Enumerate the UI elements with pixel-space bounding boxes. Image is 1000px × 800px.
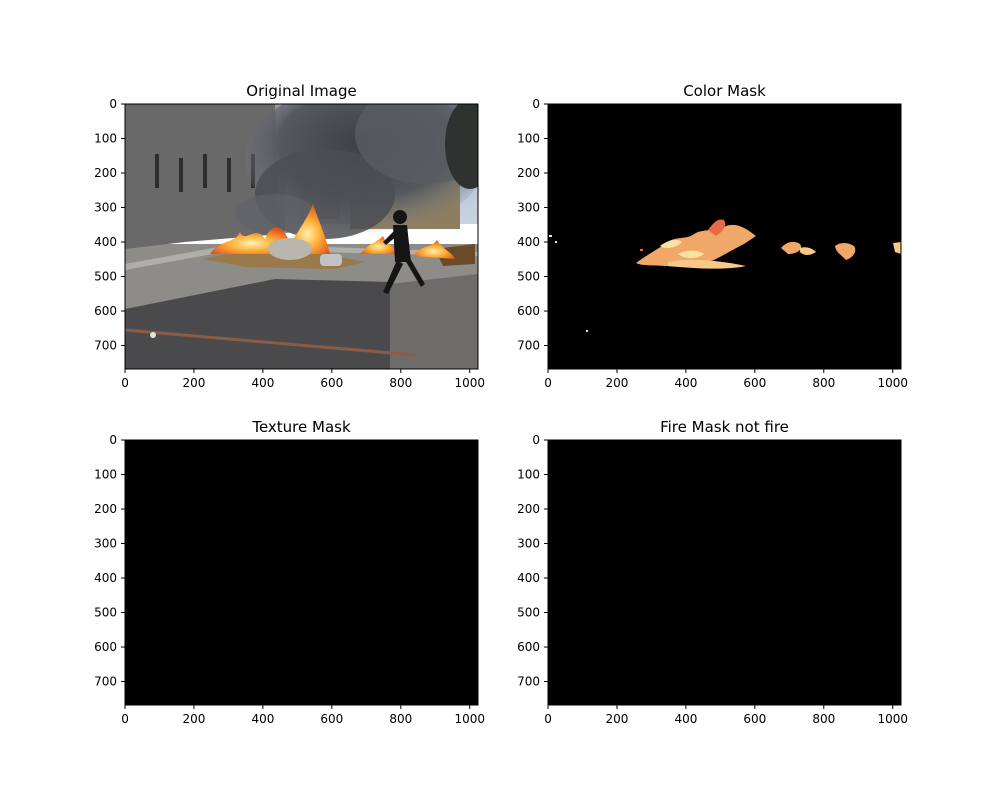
y-tick-label: 100: [517, 132, 540, 146]
x-tick-label: 800: [812, 376, 835, 390]
fire-color-blobs: [549, 219, 901, 332]
subplot-title: Original Image: [246, 82, 356, 100]
x-tick-label: 600: [743, 712, 766, 726]
subplot-2: Color Mask 0 200 400 600 800 1000 0 100 200 300 400…: [517, 82, 908, 390]
image-black: [125, 440, 478, 705]
subplot-1: Original Image 0 200 400 600 800 1000 0 100 200 30…: [94, 82, 485, 390]
y-tick-label: 300: [94, 201, 117, 215]
x-tick-label: 200: [605, 376, 628, 390]
y-tick-label: 500: [517, 270, 540, 284]
y-tick-label: 500: [517, 606, 540, 620]
x-tick-label: 0: [121, 376, 129, 390]
x-tick-label: 0: [121, 712, 129, 726]
x-tick-label: 0: [544, 376, 552, 390]
x-tick-label: 600: [743, 376, 766, 390]
y-tick-label: 300: [517, 537, 540, 551]
x-tick-label: 200: [605, 712, 628, 726]
y-tick-label: 500: [94, 270, 117, 284]
axes-frame: [124, 103, 479, 370]
axes-frame: [547, 103, 902, 370]
x-tick-label: 1000: [877, 376, 908, 390]
person-silhouette: [383, 210, 425, 294]
subplot-title: Fire Mask not fire: [660, 418, 789, 436]
subplot-4: Fire Mask not fire 0 200 400 600 800 1000 0 100 2…: [517, 418, 908, 726]
x-tick-label: 400: [251, 712, 274, 726]
x-tick-label: 600: [320, 712, 343, 726]
x-tick-label: 400: [674, 376, 697, 390]
y-tick-label: 0: [532, 433, 540, 447]
x-tick-label: 600: [320, 376, 343, 390]
y-tick-label: 500: [94, 606, 117, 620]
y-tick-label: 400: [517, 235, 540, 249]
y-tick-label: 600: [517, 304, 540, 318]
y-tick-label: 700: [517, 675, 540, 689]
x-tick-label: 1000: [877, 712, 908, 726]
x-tick-label: 200: [182, 376, 205, 390]
subplot-title: Color Mask: [683, 82, 766, 100]
y-tick-label: 400: [517, 571, 540, 585]
y-tick-label: 700: [94, 339, 117, 353]
x-tick-label: 800: [812, 712, 835, 726]
y-tick-label: 700: [517, 339, 540, 353]
subplot-3: Texture Mask 0 200 400 600 800 1000 0 100 200 300 4…: [94, 418, 485, 726]
y-tick-label: 0: [532, 97, 540, 111]
y-tick-label: 0: [109, 433, 117, 447]
y-tick-label: 200: [94, 502, 117, 516]
y-tick-label: 400: [94, 235, 117, 249]
y-tick-label: 300: [94, 537, 117, 551]
subplot-title: Texture Mask: [251, 418, 351, 436]
image-mask: [548, 104, 901, 369]
x-tick-label: 200: [182, 712, 205, 726]
y-tick-label: 100: [517, 468, 540, 482]
x-tick-label: 400: [251, 376, 274, 390]
y-tick-label: 100: [94, 468, 117, 482]
x-tick-label: 400: [674, 712, 697, 726]
y-tick-label: 200: [517, 166, 540, 180]
x-tick-label: 1000: [454, 712, 485, 726]
x-tick-label: 0: [544, 712, 552, 726]
axes-frame: [547, 439, 902, 706]
y-tick-label: 300: [517, 201, 540, 215]
image-black: [548, 440, 901, 705]
y-tick-label: 600: [94, 640, 117, 654]
x-tick-label: 800: [389, 376, 412, 390]
y-tick-label: 200: [517, 502, 540, 516]
y-tick-label: 700: [94, 675, 117, 689]
y-tick-label: 100: [94, 132, 117, 146]
axes-frame: [124, 439, 479, 706]
image-photo: [125, 104, 478, 369]
y-tick-label: 200: [94, 166, 117, 180]
y-tick-label: 400: [94, 571, 117, 585]
y-tick-label: 600: [94, 304, 117, 318]
x-tick-label: 800: [389, 712, 412, 726]
y-tick-label: 600: [517, 640, 540, 654]
y-tick-label: 0: [109, 97, 117, 111]
x-tick-label: 1000: [454, 376, 485, 390]
